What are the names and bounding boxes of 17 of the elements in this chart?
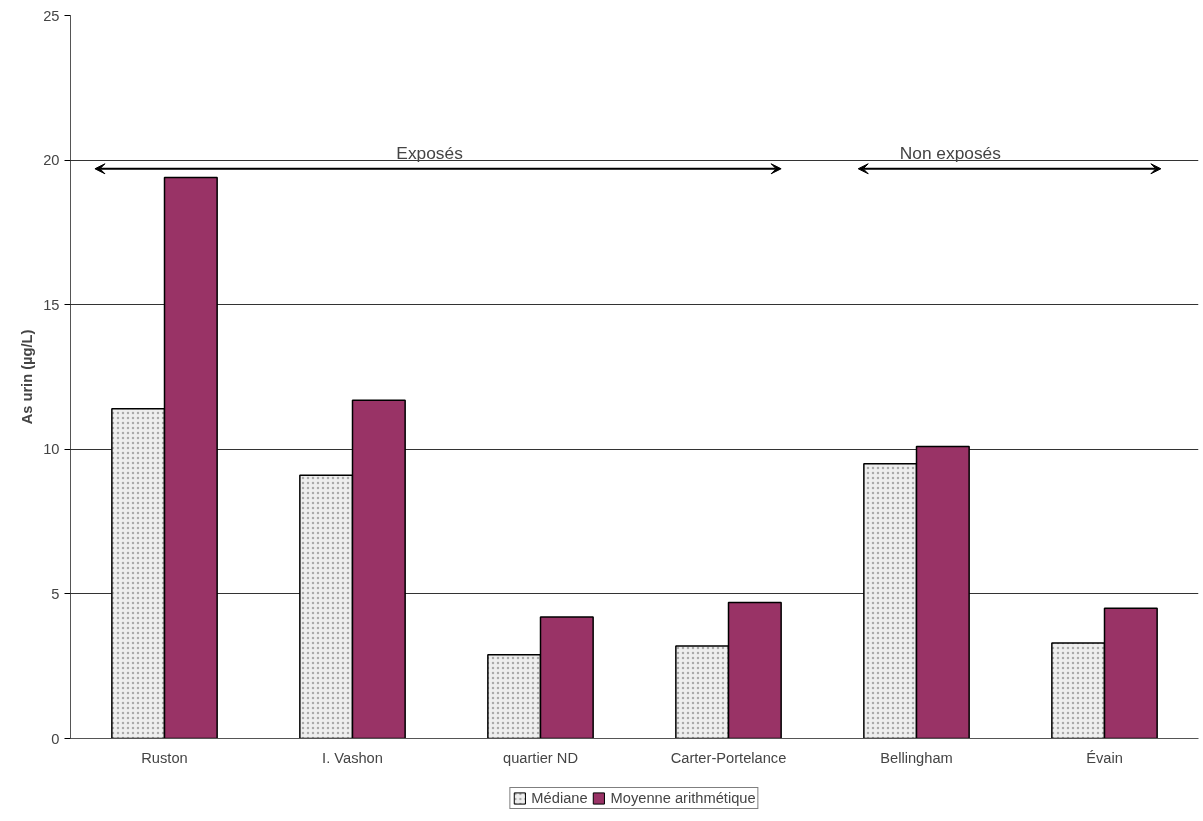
x-tick-label: Carter-Portelance [670,749,787,766]
x-tick-label: I. Vashon [322,749,383,766]
y-tick-label: 15 [43,296,60,313]
y-tick-label: 5 [51,585,60,602]
x-tick-label: Ruston [141,749,188,766]
legend-label: Moyenne arithmétique [610,790,756,806]
annotation: Non exposés [899,142,1002,163]
x-tick-label: Bellingham [880,749,953,766]
y-axis-title: As urin (µg/L) [19,329,36,425]
x-tick-label: Évain [1086,749,1123,766]
annotation: Exposés [396,142,464,163]
x-tick-label: quartier ND [503,749,578,766]
y-tick-label: 20 [43,152,60,169]
y-tick-label: 10 [43,441,60,458]
y-tick-label: 25 [43,7,60,24]
legend-label: Médiane [531,790,588,806]
y-tick-label: 0 [51,730,60,747]
